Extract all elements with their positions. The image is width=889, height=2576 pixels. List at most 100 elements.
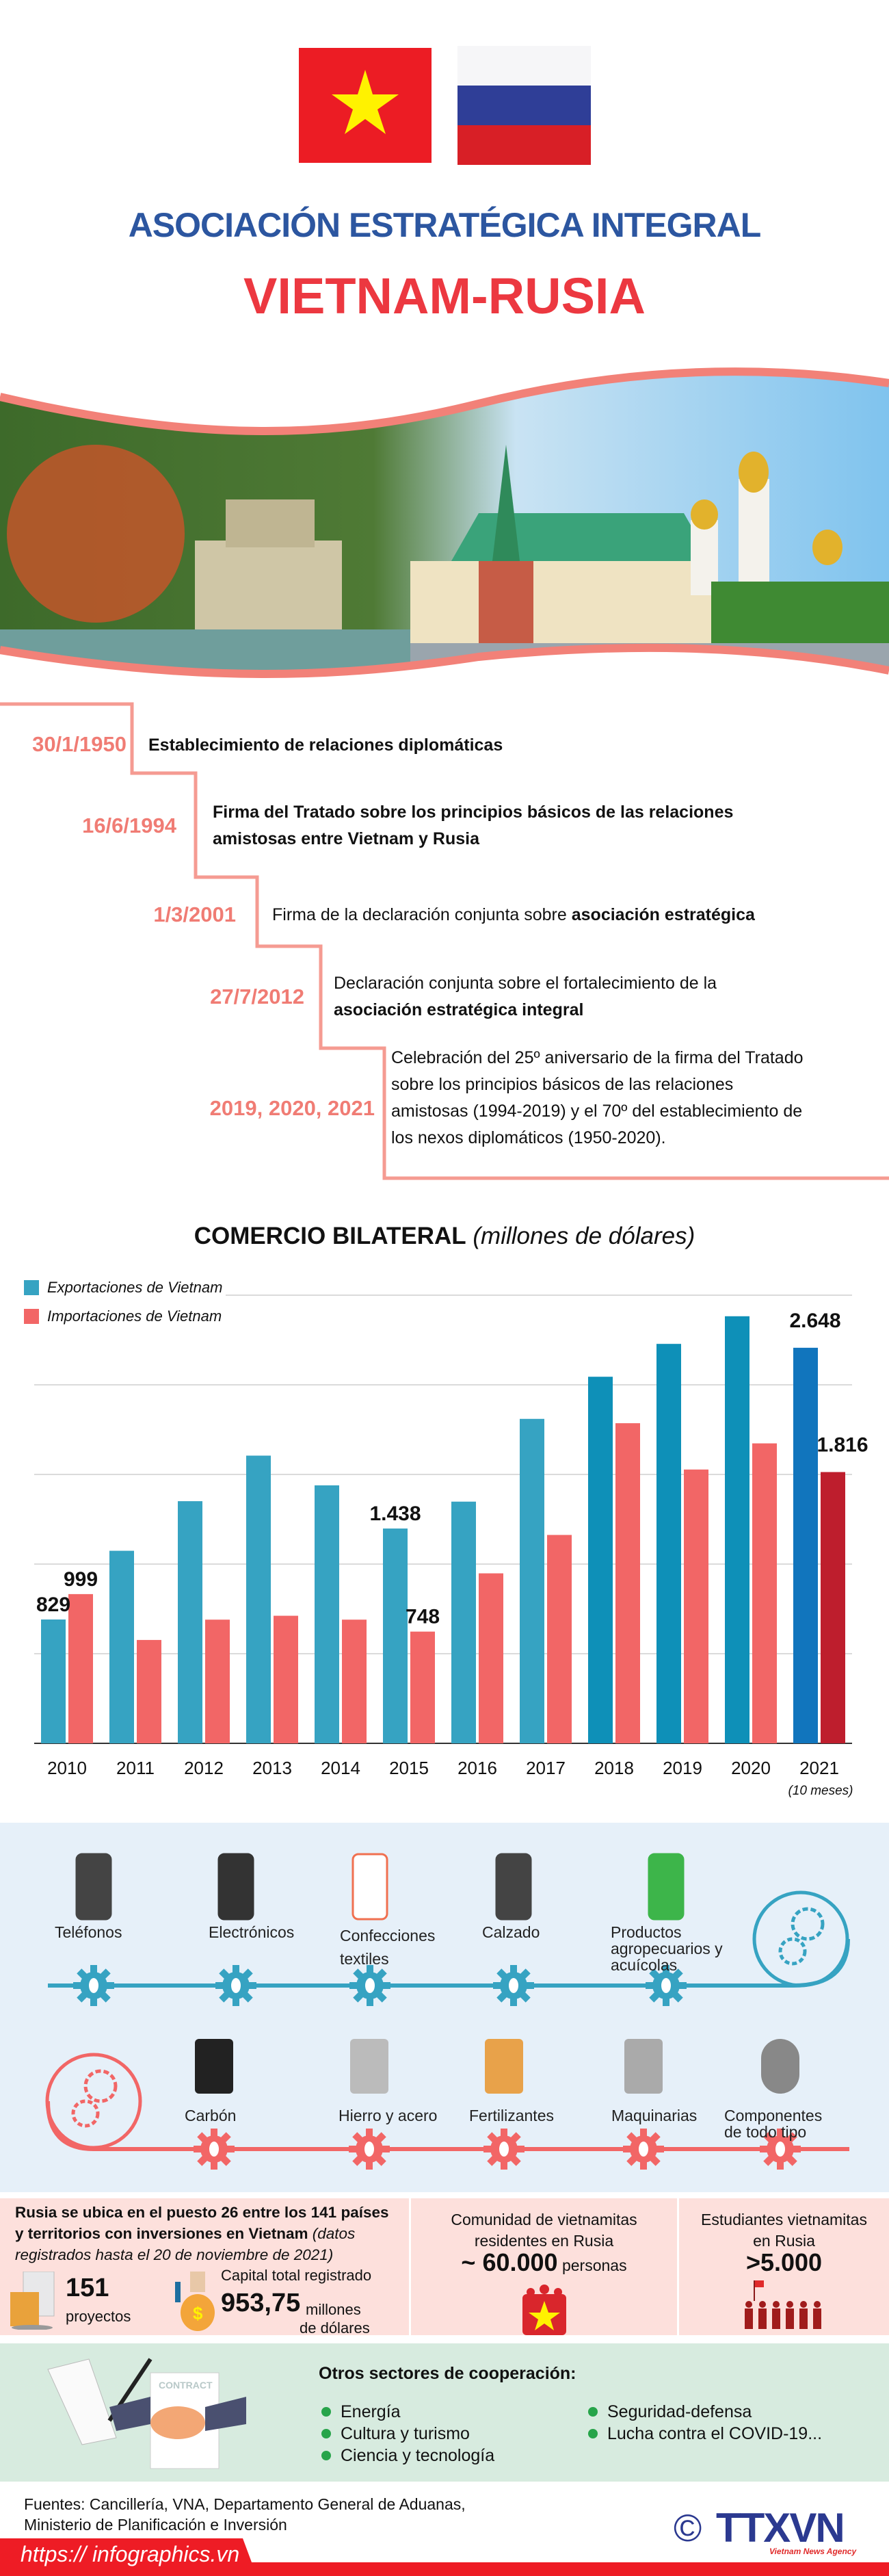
x-tick-label: 2017 [526,1758,566,1778]
logo-subtitle: Vietnam News Agency [769,2547,857,2556]
product-label: Hierro y acero [339,2107,438,2124]
bar-import-2018 [615,1423,640,1743]
projects-label: proyectos [66,2308,131,2325]
students-group-icon [745,2280,821,2329]
timeline-event-text: Declaración conjunta sobre el fortalecim… [334,974,717,993]
timeline-date: 16/6/1994 [82,814,176,837]
x-tick-label: 2016 [457,1758,497,1778]
bar-import-2013 [274,1615,298,1743]
product-label: Maquinarias [611,2107,698,2124]
timeline-event-text: sobre los principios básicos de las rela… [391,1075,734,1094]
data-label: 2.648 [789,1310,840,1332]
x-tick-label: 2015 [389,1758,429,1778]
legend-item-imports: Importaciones de Vietnam [24,1307,222,1326]
timeline-event: Firma de la declaración conjunta sobre a… [272,902,755,928]
title-line1: ASOCIACIÓN ESTRATÉGICA INTEGRAL [128,206,762,244]
timeline-event: Firma del Tratado sobre los principios b… [213,799,733,853]
documents-icon [10,2272,55,2330]
bar-chart: 2010 2011 2012 2013 2014 2015 2016 2017 2018 2019… [34,1294,868,1798]
x-tick-label: 2014 [321,1758,360,1778]
fertilizer-bag-icon [485,2039,523,2094]
data-label: 999 [64,1568,98,1591]
gear-icon [349,2129,390,2170]
gears-circle-icon [45,2053,142,2150]
gear-icon [483,2129,525,2170]
timeline-event-text: Firma del Tratado sobre los principios b… [213,803,734,822]
ttxvn-logo: © TTXVN Vietnam News Agency [674,2504,865,2559]
timeline-event-text: Celebración del 25º aniversario de la fi… [391,1048,804,1067]
chart-title-text: COMERCIO BILATERAL [194,1223,466,1249]
community-line1: Comunidad de vietnamitas [451,2211,637,2228]
cooperation-item: Ciencia y tecnología [321,2445,494,2467]
gear-icon [760,2129,801,2170]
gear-icon [194,2129,235,2170]
x-tick-note: (10 meses) [788,1784,853,1798]
community-unit: personas [561,2256,627,2274]
product-label: Carbón [185,2107,237,2124]
cooperation-item-label: Seguridad-defensa [607,2402,752,2421]
footer-bar [0,2538,889,2576]
legend-item-exports: Exportaciones de Vietnam [24,1278,222,1297]
sneakers-icon [495,1853,532,1921]
legend-label: Exportaciones de Vietnam [47,1279,223,1296]
students-line2: en Rusia [753,2232,815,2250]
bar-export-2019 [656,1344,681,1743]
bar-export-2011 [109,1550,134,1743]
cooperation-section: CONTRACT Otros sectores de cooperación: … [0,2343,889,2482]
gear-icon [646,1965,687,2006]
bullet-icon [588,2429,598,2438]
gear-icon [215,1965,256,2006]
x-tick-label: 2010 [47,1758,87,1778]
bar-import-2014 [342,1619,367,1743]
investment-note: (datos [308,2225,356,2242]
timeline-event-text: asociación estratégica integral [334,1000,584,1019]
bar-import-2015 [410,1631,435,1743]
cooperation-title: Otros sectores de cooperación: [319,2364,576,2383]
data-label: 1.816 [817,1434,868,1457]
bullet-icon [321,2451,331,2460]
timeline-event: Celebración del 25º aniversario de la fi… [391,1045,804,1152]
cooperation-item: Cultura y turismo [321,2423,494,2445]
bullet-icon [588,2407,598,2417]
website-link[interactable]: https:// infographics.vn [21,2542,240,2566]
bar-import-2020 [752,1443,777,1743]
gear-icon [493,1965,534,2006]
legend-label: Importaciones de Vietnam [47,1307,222,1325]
product-label: Teléfonos [55,1923,122,1941]
money-bag-icon: $ [175,2272,215,2331]
cooperation-item: Lucha contra el COVID-19... [588,2423,822,2445]
gear-icon [73,1965,114,2006]
product-label: Confecciones textiles [340,1927,436,1968]
products-section [0,1823,889,2192]
cooperation-item-label: Ciencia y tecnología [341,2445,495,2465]
investment-box: Rusia se ubica en el puesto 26 entre los… [0,2198,409,2337]
bar-import-2011 [137,1639,161,1743]
bar-import-2010 [68,1593,93,1743]
product-label: Electrónicos [209,1923,295,1941]
hanoi-moscow-photo [0,367,889,678]
vietnam-flag [299,48,432,163]
bar-export-2021 [793,1347,818,1743]
product-label: Fertilizantes [469,2107,554,2124]
russia-flag [457,46,591,165]
sources-line1: Fuentes: Cancillería, VNA, Departamento … [24,2495,466,2513]
x-tick-label: 2020 [731,1758,771,1778]
bar-export-2015 [383,1528,408,1743]
piston-icon [624,2039,663,2094]
students-line1: Estudiantes vietnamitas [701,2211,867,2228]
bar-export-2014 [315,1485,339,1743]
product-label: Componentes de todo tipo [724,2107,823,2141]
bar-import-2021 [821,1472,845,1743]
timeline-event-text: los nexos diplomáticos (1950-2020). [391,1128,666,1147]
timeline-event-text: Firma de la declaración conjunta sobre [272,905,572,924]
timeline-event: Establecimiento de relaciones diplomátic… [148,732,503,759]
bar-export-2013 [246,1455,271,1743]
bar-export-2017 [520,1418,544,1743]
capital-label: Capital total registrado [221,2267,372,2284]
cooperation-item-label: Cultura y turismo [341,2423,470,2443]
bullet-icon [321,2407,331,2417]
students-box: Estudiantes vietnamitas en Rusia >5.000 [679,2198,889,2335]
gear-icon [623,2129,664,2170]
timeline-line [0,702,889,1180]
cooperation-item: Seguridad-defensa [588,2401,822,2423]
